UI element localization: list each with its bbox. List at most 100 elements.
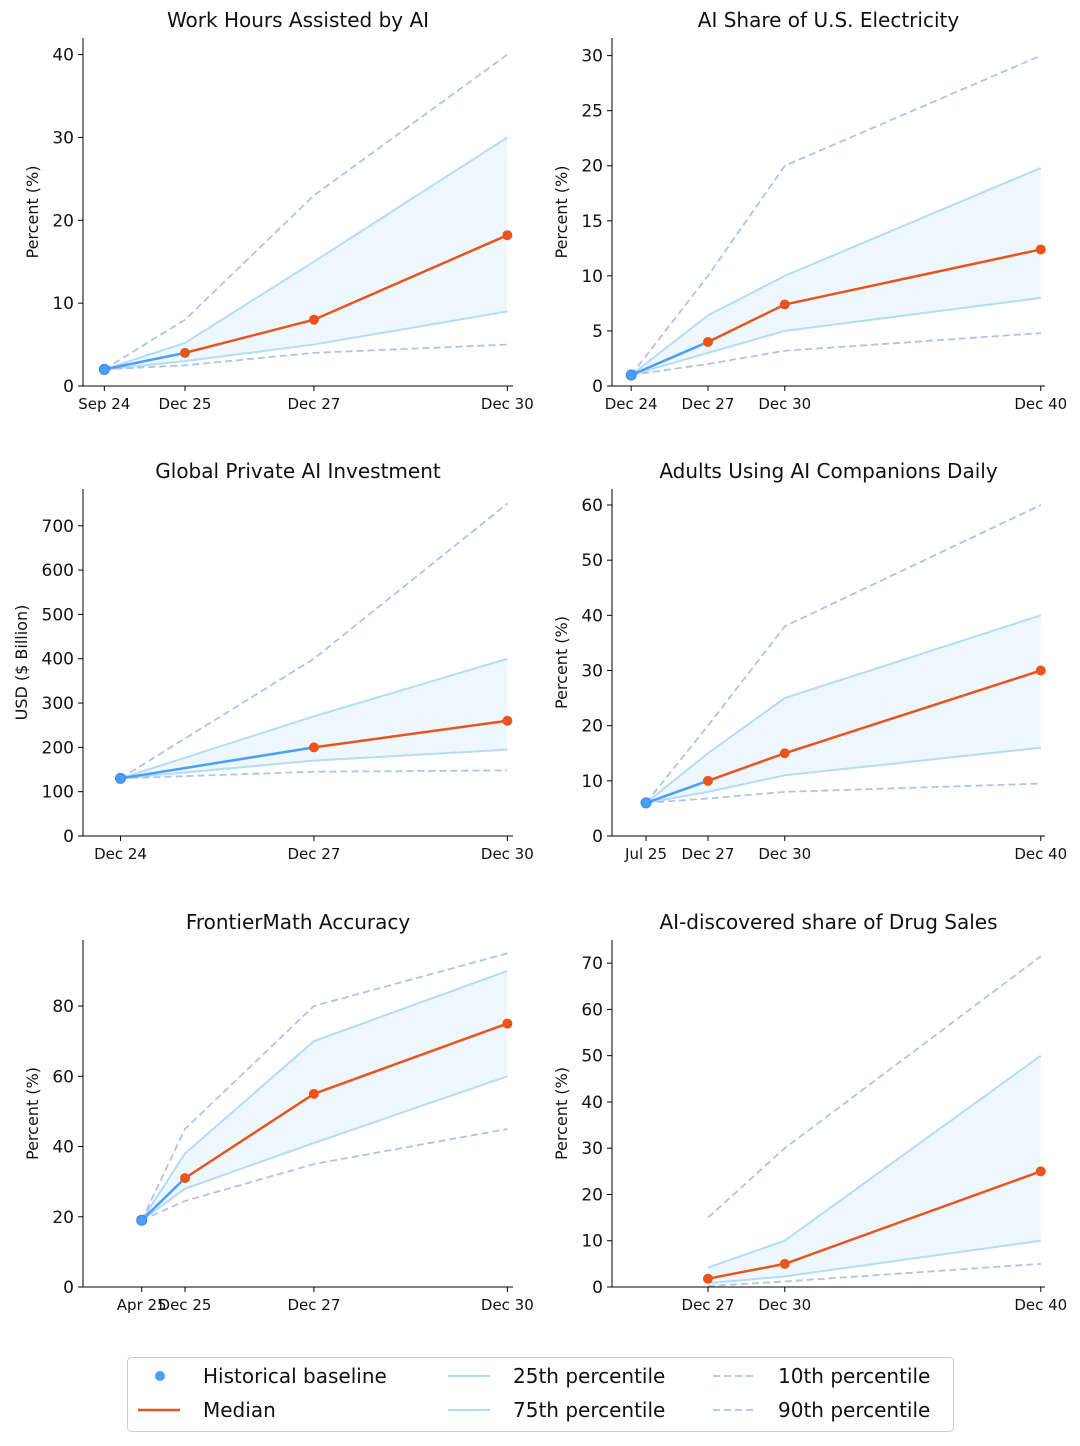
x-tick-label: Dec 25 bbox=[159, 1296, 212, 1314]
x-tick-label: Dec 24 bbox=[605, 395, 658, 413]
chart-title: Adults Using AI Companions Daily bbox=[659, 459, 997, 483]
historical-connector-line bbox=[104, 351, 186, 371]
p90-line bbox=[140, 952, 508, 1221]
p75-line bbox=[707, 1054, 1042, 1269]
y-tick-label: 700 bbox=[42, 517, 74, 537]
y-axis-label: Percent (%) bbox=[552, 616, 571, 709]
p10-line bbox=[120, 769, 508, 780]
p10-line bbox=[707, 1262, 1041, 1287]
y-tick-label: 40 bbox=[52, 1138, 74, 1158]
y-tick-label: 5 bbox=[592, 322, 603, 342]
chart-title: Global Private AI Investment bbox=[155, 459, 441, 483]
legend-label: 90th percentile bbox=[778, 1398, 930, 1422]
chart-panel: AI Share of U.S. Electricity Percent (%) 0… bbox=[552, 8, 1067, 413]
median-point bbox=[1035, 244, 1046, 255]
x-tick-label: Jul 25 bbox=[624, 845, 667, 863]
chart-panel: Work Hours Assisted by AI Percent (%) 0 10 2… bbox=[23, 8, 534, 413]
y-tick-label: 500 bbox=[42, 605, 74, 625]
chart-title: AI-discovered share of Drug Sales bbox=[660, 910, 998, 934]
historical-point bbox=[115, 772, 127, 784]
y-tick-label: 0 bbox=[63, 827, 74, 847]
x-tick-label: Dec 40 bbox=[1014, 1296, 1067, 1314]
interquartile-band bbox=[707, 1055, 1041, 1284]
median-point bbox=[179, 347, 190, 358]
median-point bbox=[1035, 1166, 1046, 1177]
legend-label: Median bbox=[203, 1398, 276, 1422]
p25-line bbox=[120, 748, 508, 780]
median-point bbox=[702, 775, 713, 786]
y-tick-label: 20 bbox=[581, 157, 603, 177]
median-point bbox=[502, 1018, 513, 1029]
median-point bbox=[702, 336, 713, 347]
p90-line bbox=[103, 53, 508, 371]
legend-label: Historical baseline bbox=[203, 1364, 387, 1388]
y-tick-label: 30 bbox=[581, 661, 603, 681]
x-tick-label: Dec 27 bbox=[287, 395, 340, 413]
y-axis-label: Percent (%) bbox=[552, 1067, 571, 1160]
historical-point bbox=[625, 369, 637, 381]
interquartile-band bbox=[646, 615, 1041, 803]
x-tick-label: Dec 30 bbox=[481, 1296, 534, 1314]
median-point bbox=[702, 1273, 713, 1284]
x-tick-label: Dec 30 bbox=[758, 1296, 811, 1314]
x-tick-label: Dec 25 bbox=[159, 395, 212, 413]
y-tick-label: 30 bbox=[581, 1139, 603, 1159]
chart-panel: Global Private AI Investment USD ($ Billi… bbox=[12, 459, 534, 863]
median-point bbox=[308, 1088, 319, 1099]
historical-point bbox=[136, 1214, 148, 1226]
y-tick-label: 60 bbox=[581, 1000, 603, 1020]
p25-line bbox=[630, 296, 1041, 376]
y-tick-label: 10 bbox=[581, 772, 603, 792]
y-tick-label: 50 bbox=[581, 551, 603, 571]
median-line bbox=[313, 719, 508, 749]
y-tick-label: 40 bbox=[581, 1093, 603, 1113]
chart-panel: FrontierMath Accuracy Percent (%) 0 20 40 60 8… bbox=[23, 910, 534, 1314]
x-tick-label: Dec 30 bbox=[481, 845, 534, 863]
x-tick-label: Dec 27 bbox=[682, 845, 735, 863]
x-tick-label: Dec 30 bbox=[758, 845, 811, 863]
x-tick-label: Dec 27 bbox=[682, 395, 735, 413]
y-axis-label: USD ($ Billion) bbox=[12, 605, 31, 721]
median-point bbox=[179, 1173, 190, 1184]
median-point bbox=[1035, 665, 1046, 676]
p90-line bbox=[707, 955, 1042, 1219]
p75-line bbox=[140, 969, 508, 1221]
p75-line bbox=[645, 614, 1042, 804]
x-tick-label: Dec 24 bbox=[94, 845, 147, 863]
y-tick-label: 10 bbox=[52, 294, 74, 314]
y-tick-label: 20 bbox=[581, 1185, 603, 1205]
x-tick-label: Dec 27 bbox=[287, 1296, 340, 1314]
interquartile-band bbox=[631, 167, 1041, 375]
historical-connector-line bbox=[630, 340, 709, 377]
median-point bbox=[308, 742, 319, 753]
x-tick-label: Dec 27 bbox=[682, 1296, 735, 1314]
y-tick-label: 30 bbox=[581, 47, 603, 67]
legend-label: 75th percentile bbox=[513, 1398, 665, 1422]
y-tick-label: 400 bbox=[42, 650, 74, 670]
chart-title: Work Hours Assisted by AI bbox=[167, 8, 429, 32]
y-tick-label: 20 bbox=[52, 1208, 74, 1228]
median-point bbox=[779, 748, 790, 759]
x-tick-label: Apr 25 bbox=[117, 1296, 167, 1314]
p25-line bbox=[104, 310, 508, 371]
y-tick-label: 20 bbox=[52, 211, 74, 231]
p10-line bbox=[104, 343, 508, 371]
y-tick-label: 40 bbox=[581, 606, 603, 626]
x-tick-label: Dec 40 bbox=[1014, 845, 1067, 863]
historical-connector-line bbox=[140, 1177, 186, 1222]
p25-line bbox=[141, 1075, 508, 1222]
x-tick-label: Dec 27 bbox=[287, 845, 340, 863]
p75-line bbox=[630, 167, 1042, 376]
median-point bbox=[779, 299, 790, 310]
p75-line bbox=[104, 136, 508, 371]
p10-line bbox=[645, 782, 1041, 804]
y-tick-label: 50 bbox=[581, 1047, 603, 1067]
x-tick-label: Dec 40 bbox=[1014, 395, 1067, 413]
y-tick-label: 10 bbox=[581, 1232, 603, 1252]
y-tick-label: 0 bbox=[63, 1278, 74, 1298]
p90-line bbox=[645, 504, 1042, 804]
p90-line bbox=[630, 54, 1042, 376]
p10-line bbox=[141, 1128, 508, 1222]
interquartile-band bbox=[104, 137, 508, 370]
